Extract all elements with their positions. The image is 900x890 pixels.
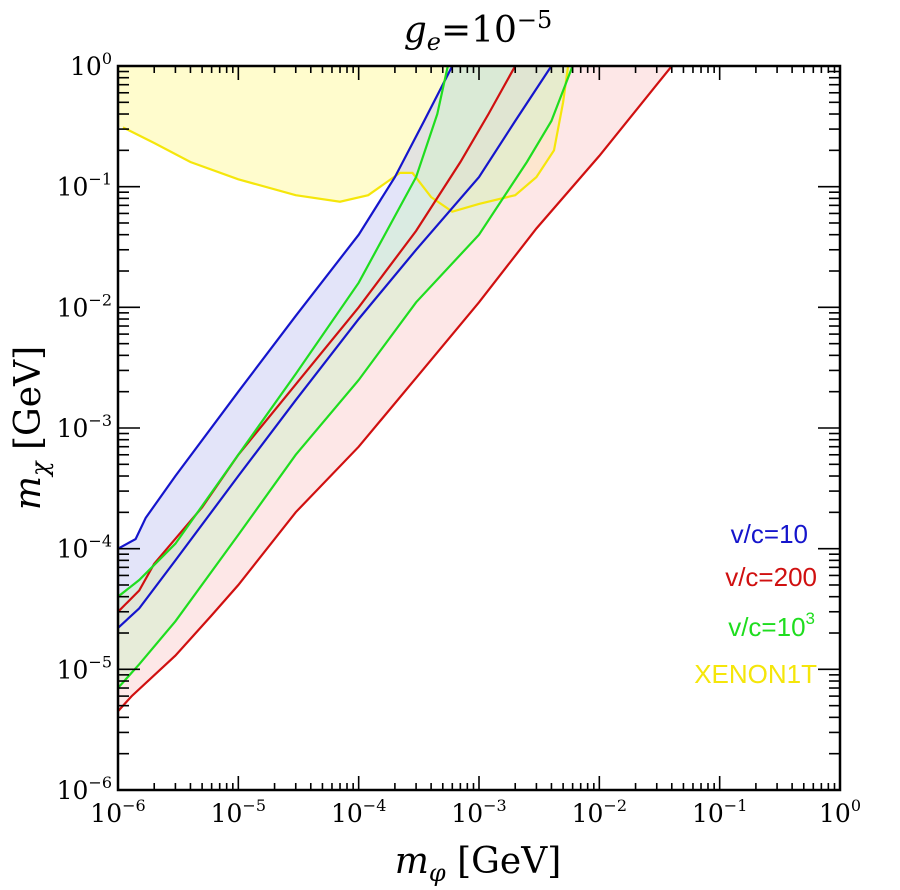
x-tick-label: 100 (819, 796, 861, 828)
y-tick-label: 10−2 (57, 290, 112, 322)
curve-v-c-10-3-upper (118, 66, 449, 598)
x-tick-label: 10−5 (211, 796, 266, 828)
y-tick-label: 10−4 (57, 532, 112, 564)
curve-v-c-10-3-lower (118, 66, 574, 689)
band-v-c-10-3 (118, 66, 573, 688)
y-tick-label: 10−5 (57, 652, 112, 684)
curve-v-c-10-upper (118, 66, 454, 550)
axis-ticks (117, 65, 841, 791)
y-tick-label: 10−6 (57, 773, 112, 805)
x-tick-label: 10−2 (572, 796, 627, 828)
band-v-c-200 (118, 66, 672, 712)
curve-v-c-200-upper (118, 66, 517, 613)
x-tick-label: 10−3 (451, 796, 506, 828)
plot-area (118, 66, 672, 712)
curve-xenon1t (122, 66, 570, 213)
y-tick-label: 100 (70, 49, 112, 81)
chart-title: ge=10−5 (404, 6, 553, 56)
x-tick-label: 10−1 (692, 796, 747, 828)
curve-v-c-200-lower (118, 66, 673, 712)
y-axis-label: mχ [GeV] (8, 346, 54, 510)
y-tick-labels: 10−6 10−5 10−4 10−3 10−2 10−1 100 (57, 49, 112, 805)
legend-entry-vc10: v/c=10 (731, 519, 808, 549)
legend-entry-vc1000: v/c=103 (728, 609, 815, 642)
legend-entry-xenon1t: XENON1T (694, 659, 817, 689)
x-tick-label: 10−6 (90, 796, 145, 828)
curve-v-c-10-lower (118, 66, 553, 629)
curves (118, 66, 673, 712)
legend-entry-vc200: v/c=200 (725, 562, 817, 592)
y-tick-label: 10−3 (57, 411, 112, 443)
x-tick-labels: 10−6 10−5 10−4 10−3 10−2 10−1 100 (90, 796, 861, 828)
x-tick-label: 10−4 (331, 796, 386, 828)
x-axis-label: mφ [GeV] (395, 841, 562, 887)
y-tick-label: 10−1 (57, 170, 112, 202)
legend: v/c=10 v/c=200 v/c=103 XENON1T (694, 519, 817, 689)
